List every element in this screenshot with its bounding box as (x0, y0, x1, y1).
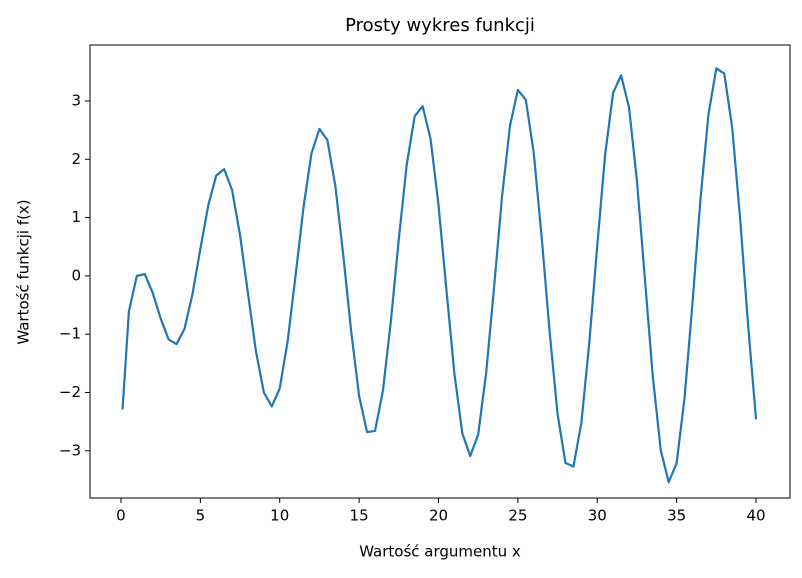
x-tick-label: 30 (588, 507, 607, 525)
y-tick-label: −2 (59, 383, 81, 401)
x-tick-label: 10 (270, 507, 289, 525)
chart-title: Prosty wykres funkcji (345, 15, 535, 36)
y-tick-label: 3 (71, 91, 81, 109)
x-tick-label: 5 (196, 507, 206, 525)
x-tick-label: 25 (508, 507, 527, 525)
y-tick-label: 1 (71, 208, 81, 226)
x-tick-label: 35 (667, 507, 686, 525)
x-tick-label: 40 (746, 507, 765, 525)
y-tick-label: −3 (59, 441, 81, 459)
y-tick-label: −1 (59, 325, 81, 343)
x-tick-label: 15 (350, 507, 369, 525)
data-line (121, 67, 758, 484)
x-tick-label: 20 (429, 507, 448, 525)
y-axis-label: Wartość funkcji f(x) (15, 199, 33, 344)
y-tick-label: 0 (71, 266, 81, 284)
x-tick-label: 0 (116, 507, 126, 525)
x-axis-label: Wartość argumentu x (359, 543, 521, 561)
y-tick-label: 2 (71, 150, 81, 168)
plot-frame (89, 44, 791, 499)
